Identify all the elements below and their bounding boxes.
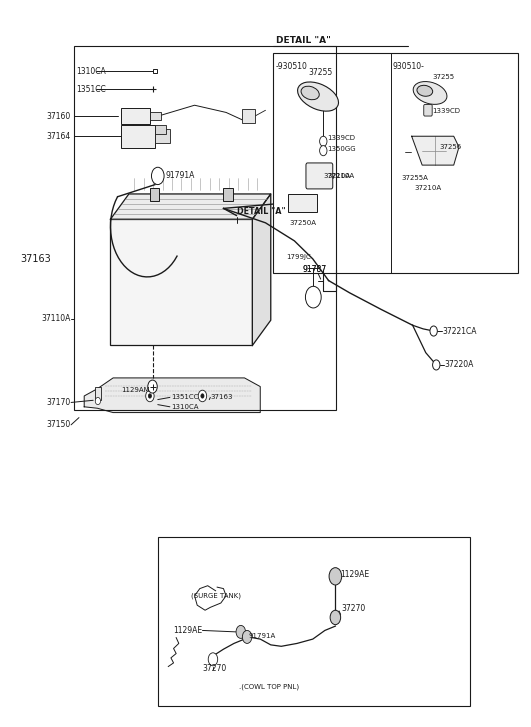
Bar xyxy=(158,537,470,706)
Circle shape xyxy=(305,286,321,308)
Circle shape xyxy=(198,390,207,402)
Text: 37170: 37170 xyxy=(47,398,71,407)
Text: 37163: 37163 xyxy=(20,254,51,264)
Text: 1129AM: 1129AM xyxy=(121,387,150,393)
Bar xyxy=(150,112,161,120)
Text: 91787: 91787 xyxy=(302,265,327,274)
Polygon shape xyxy=(110,194,271,220)
Text: 37250A: 37250A xyxy=(289,220,316,226)
Text: 1310CA: 1310CA xyxy=(171,403,199,410)
Circle shape xyxy=(95,398,100,405)
Text: 1350GG: 1350GG xyxy=(328,145,356,151)
Text: 1310CA: 1310CA xyxy=(76,67,106,76)
Circle shape xyxy=(329,568,341,585)
Text: -930510: -930510 xyxy=(276,62,307,71)
Circle shape xyxy=(148,380,157,393)
Text: 91787: 91787 xyxy=(302,265,327,274)
Text: 37163: 37163 xyxy=(210,395,233,401)
FancyBboxPatch shape xyxy=(306,163,333,189)
Text: 1351CC: 1351CC xyxy=(76,85,106,94)
Bar xyxy=(155,126,166,134)
Polygon shape xyxy=(84,378,260,412)
Text: 37220A: 37220A xyxy=(444,361,474,369)
Text: 37160: 37160 xyxy=(47,111,71,121)
Text: 1339CD: 1339CD xyxy=(433,108,461,114)
Polygon shape xyxy=(252,194,271,345)
Bar xyxy=(273,53,518,273)
Ellipse shape xyxy=(413,81,447,105)
Text: (SURGE TANK): (SURGE TANK) xyxy=(191,593,241,599)
Text: 1339CD: 1339CD xyxy=(328,135,355,142)
Text: 37210A: 37210A xyxy=(328,173,355,179)
Text: 1129AE: 1129AE xyxy=(173,626,202,635)
Circle shape xyxy=(145,390,154,402)
Text: 37210A: 37210A xyxy=(323,173,350,179)
Ellipse shape xyxy=(417,85,433,96)
Text: 37150: 37150 xyxy=(47,420,71,430)
Text: 37270: 37270 xyxy=(341,604,366,614)
Ellipse shape xyxy=(301,87,319,100)
Circle shape xyxy=(148,394,151,398)
Text: 37256: 37256 xyxy=(439,144,461,150)
Circle shape xyxy=(430,326,438,336)
Bar xyxy=(95,387,101,400)
Text: 91791A: 91791A xyxy=(249,633,276,639)
Text: 37110A: 37110A xyxy=(42,314,71,324)
Text: 1799JC: 1799JC xyxy=(286,254,311,260)
Circle shape xyxy=(151,167,164,185)
Text: 1351CC: 1351CC xyxy=(171,395,198,401)
Text: 37164: 37164 xyxy=(47,132,71,141)
Text: 930510-: 930510- xyxy=(393,62,425,71)
Text: 1129AE: 1129AE xyxy=(341,570,370,579)
Bar xyxy=(155,129,170,143)
Text: .(COWL TOP PNL): .(COWL TOP PNL) xyxy=(239,683,299,690)
Text: 37255: 37255 xyxy=(433,74,455,80)
Circle shape xyxy=(201,394,204,398)
Circle shape xyxy=(433,360,440,370)
Bar xyxy=(121,125,155,148)
Circle shape xyxy=(208,653,218,666)
Bar xyxy=(74,46,337,411)
Text: 37270: 37270 xyxy=(202,664,227,673)
Circle shape xyxy=(320,145,327,156)
Text: 37210A: 37210A xyxy=(414,185,441,191)
Text: 37255: 37255 xyxy=(309,68,333,77)
FancyBboxPatch shape xyxy=(424,105,432,116)
Circle shape xyxy=(320,136,327,146)
Ellipse shape xyxy=(297,82,338,111)
Text: DETAIL "A": DETAIL "A" xyxy=(237,207,285,217)
Text: 91791A: 91791A xyxy=(166,172,195,180)
Bar xyxy=(224,188,233,201)
Bar xyxy=(242,109,255,124)
Text: DETAIL "A": DETAIL "A" xyxy=(276,36,331,45)
Text: 37221CA: 37221CA xyxy=(442,326,476,336)
Text: 37255A: 37255A xyxy=(401,175,428,181)
Polygon shape xyxy=(412,136,459,165)
Circle shape xyxy=(236,625,245,638)
Bar xyxy=(150,188,159,201)
Circle shape xyxy=(330,610,341,624)
Bar xyxy=(121,108,150,124)
Bar xyxy=(110,220,252,345)
Bar xyxy=(288,194,317,212)
Circle shape xyxy=(242,630,252,643)
